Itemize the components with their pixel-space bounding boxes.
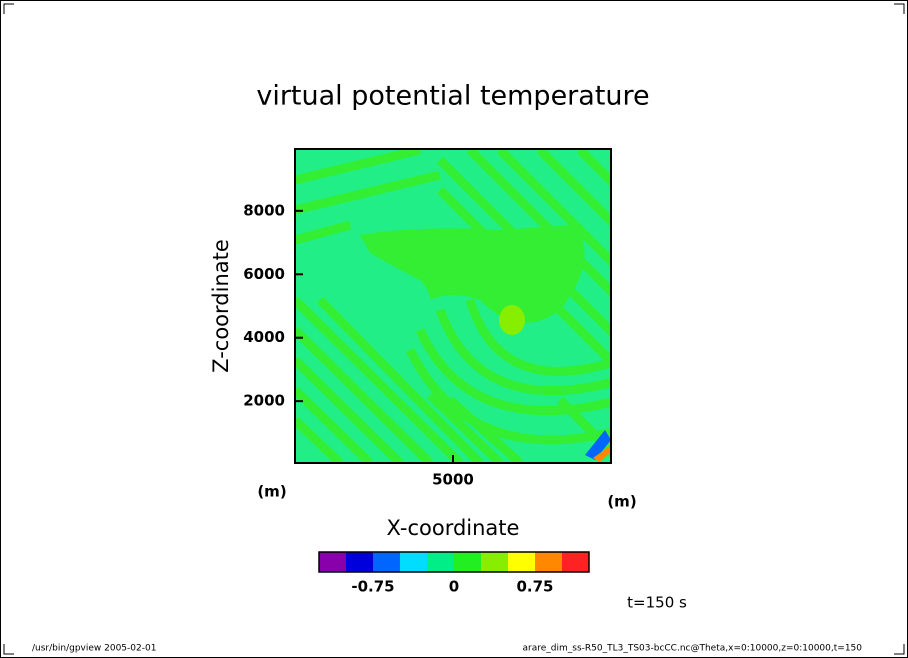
colorbar-box	[346, 552, 373, 572]
x-axis-label: X-coordinate	[387, 516, 520, 540]
colorbar-box	[454, 552, 481, 572]
colorbar-box	[562, 552, 589, 572]
colorbar-box	[508, 552, 535, 572]
y-tick-label: 6000	[243, 265, 285, 283]
time-label: t=150 s	[627, 594, 687, 612]
colorbar-tick-label: -0.75	[351, 578, 394, 596]
chart-title: virtual potential temperature	[256, 81, 649, 112]
crop-marks	[3, 3, 905, 655]
colorbar-box	[373, 552, 400, 572]
y-tick-label: 4000	[243, 328, 285, 346]
colorbar-box	[319, 552, 346, 572]
colorbar-box	[400, 552, 427, 572]
footer-left: /usr/bin/gpview 2005-02-01	[32, 644, 156, 654]
y-tick-label: 2000	[243, 392, 285, 410]
y-unit: (m)	[257, 483, 286, 501]
colorbar-box	[427, 552, 454, 572]
colorbar-box	[535, 552, 562, 572]
colorbar-box	[481, 552, 508, 572]
colorbar-tick-label: 0.75	[516, 578, 553, 596]
x-tick-label: 5000	[432, 471, 474, 489]
colorbar-frame	[318, 551, 590, 573]
footer-right: arare_dim_ss-R50_TL3_TS03-bcCC.nc@Theta,…	[523, 644, 863, 654]
y-axis-label: Z-coordinate	[209, 239, 233, 373]
x-unit: (m)	[607, 493, 636, 511]
colorbar-tick-label: 0	[449, 578, 459, 596]
y-tick-label: 8000	[243, 201, 285, 219]
field	[295, 149, 611, 463]
